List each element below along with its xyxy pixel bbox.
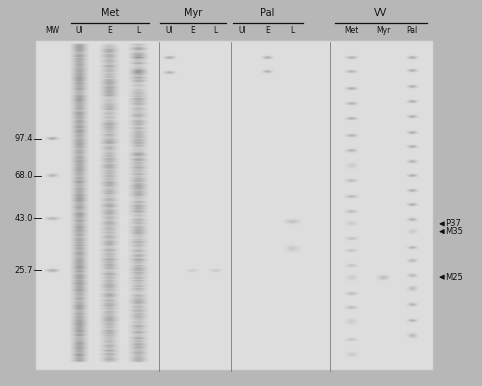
Text: Met: Met [345,26,359,35]
Text: Pal: Pal [260,8,275,18]
Text: P37: P37 [445,219,461,229]
Text: L: L [214,26,217,35]
Text: 68.0: 68.0 [14,171,33,180]
Text: M25: M25 [445,273,463,282]
Text: Met: Met [101,8,119,18]
Text: L: L [291,26,295,35]
Text: VV: VV [374,8,388,18]
Text: 25.7: 25.7 [14,266,33,275]
Text: E: E [107,26,112,35]
Text: Pal: Pal [406,26,418,35]
Text: 97.4: 97.4 [14,134,33,144]
Text: M35: M35 [445,227,463,236]
Text: E: E [190,26,195,35]
Text: MW: MW [45,26,59,35]
Text: E: E [265,26,270,35]
Text: 43.0: 43.0 [14,213,33,223]
Text: UI: UI [239,26,246,35]
Text: L: L [137,26,141,35]
Text: Myr: Myr [376,26,390,35]
Text: Myr: Myr [184,8,202,18]
Text: UI: UI [76,26,83,35]
Text: UI: UI [166,26,174,35]
